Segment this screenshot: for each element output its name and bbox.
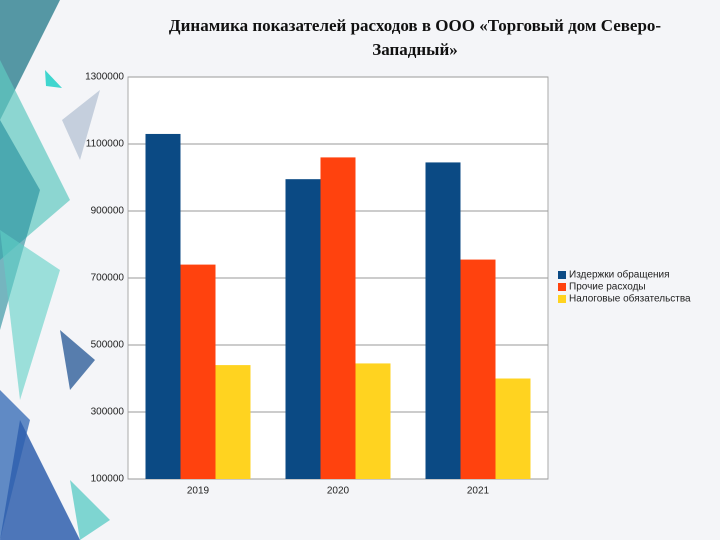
bar [460,259,496,479]
bar [425,162,461,480]
bar [355,363,391,479]
y-tick-label: 900000 [91,206,125,217]
y-tick-label: 1100000 [86,139,125,150]
legend-swatch [558,295,566,303]
y-tick-label: 500000 [91,340,125,351]
legend-swatch [558,283,566,291]
y-tick-label: 1300000 [85,72,124,83]
legend-label: Издержки обращения [569,269,670,281]
legend-label: Прочие расходы [569,282,646,293]
bar [215,365,251,479]
bar [145,133,181,479]
x-tick-label: 2019 [187,486,210,497]
bar [285,179,321,480]
decoration [0,0,110,540]
bar [320,157,356,479]
x-tick-label: 2021 [467,486,490,497]
x-tick-label: 2020 [327,486,350,497]
y-tick-label: 300000 [91,407,125,418]
bar [495,378,531,479]
y-tick-label: 100000 [91,474,125,485]
y-tick-label: 700000 [91,273,125,284]
chart-title: Динамика показателей расходов в ООО «Тор… [168,16,662,59]
legend-swatch [558,271,566,279]
bar [180,264,216,479]
legend-label: Налоговые обязательства [569,293,691,305]
